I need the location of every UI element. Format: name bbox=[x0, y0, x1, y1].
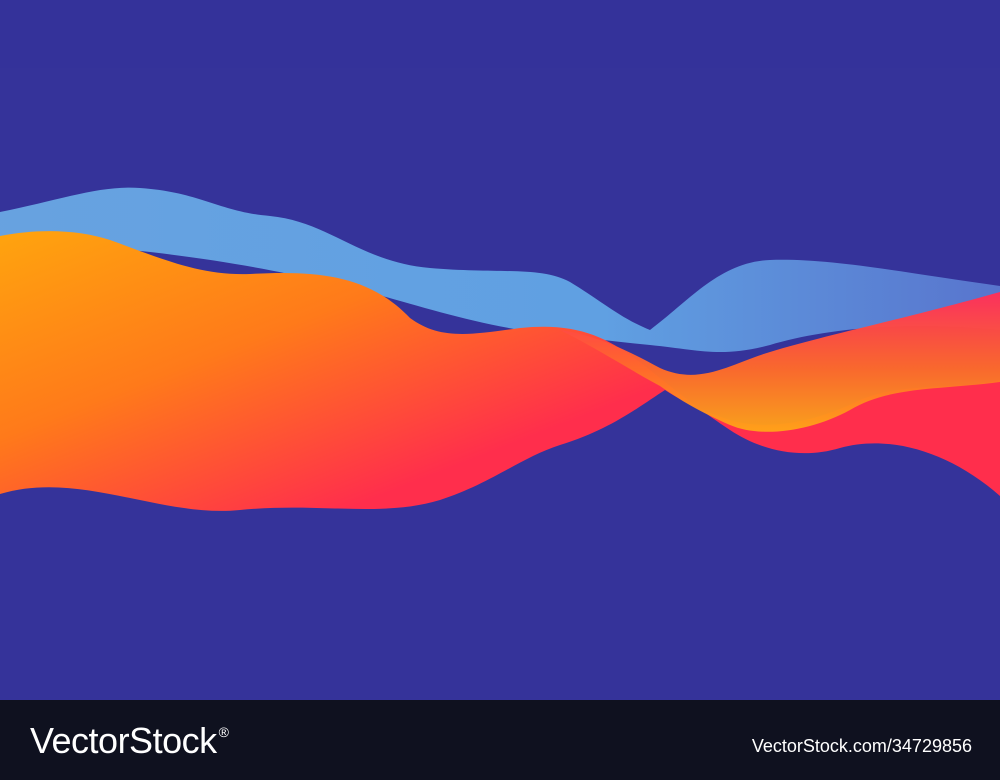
image-url: VectorStock.com/34729856 bbox=[751, 736, 972, 756]
top-band bbox=[0, 0, 1000, 68]
registered-mark: ® bbox=[218, 724, 229, 740]
orange-wave bbox=[0, 231, 1000, 511]
footer-bar: VectorStock ® VectorStock.com/34729856 bbox=[0, 700, 1000, 780]
brand-logo: VectorStock ® bbox=[30, 720, 229, 762]
blue-wave bbox=[0, 187, 1000, 353]
brand-name: VectorStock bbox=[30, 720, 217, 761]
right-wave bbox=[560, 292, 1000, 432]
wave-artwork bbox=[0, 0, 1000, 511]
